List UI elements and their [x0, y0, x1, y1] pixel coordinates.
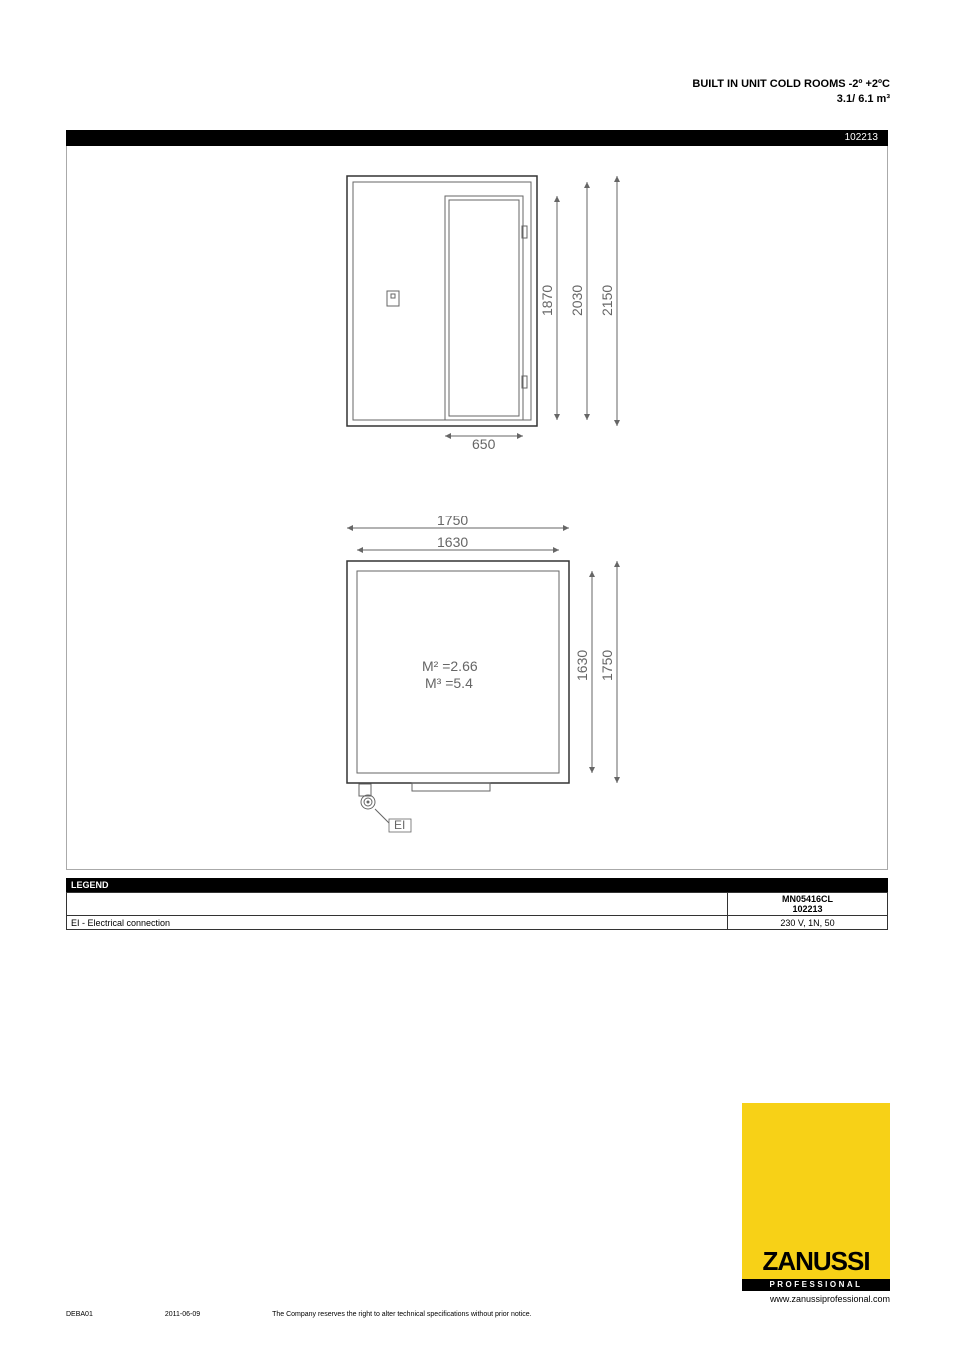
logo-main: ZANUSSI: [742, 1243, 890, 1279]
legend-model-code: MN05416CL102213: [782, 894, 833, 914]
area-text: M² =2.66: [422, 658, 478, 674]
header-block: BUILT IN UNIT COLD ROOMS -2º +2ºC 3.1/ 6…: [692, 78, 890, 105]
elevation-view: 650 1870 2030 2150: [327, 166, 667, 456]
volume-text: M³ =5.4: [425, 675, 473, 691]
footer-date: 2011-06-09: [165, 1311, 200, 1318]
legend-row-label: EI - Electrical connection: [67, 916, 728, 930]
inner-box: [353, 182, 531, 420]
legend-row-value: 230 V, 1N, 50: [728, 916, 888, 930]
dim-d1750: 1750: [599, 650, 615, 681]
website-text: www.zanussiprofessional.com: [742, 1294, 890, 1304]
diagram-container: 650 1870 2030 2150 1750 1630: [66, 146, 888, 870]
legend-model-header: MN05416CL102213: [728, 893, 888, 916]
ei-target-dot-icon: [367, 801, 370, 804]
legend-empty: [67, 893, 728, 916]
dim-650: 650: [472, 436, 496, 452]
legend-header: LEGEND: [66, 878, 888, 892]
footer-disclaimer: The Company reserves the right to alter …: [272, 1311, 532, 1318]
brand-logo: ZANUSSI: [762, 1246, 869, 1277]
elevation-svg: 650 1870 2030 2150: [327, 166, 667, 456]
logo-sub: PROFESSIONAL: [742, 1279, 890, 1291]
table-row: EI - Electrical connection 230 V, 1N, 50: [67, 916, 888, 930]
title-line2: 3.1/ 6.1 m³: [692, 93, 890, 105]
legend-header-row: MN05416CL102213: [67, 893, 888, 916]
door-plan: [412, 783, 490, 791]
plan-svg: 1750 1630 M² =2.66 M³ =5.4 1630 1750: [297, 516, 667, 846]
door-inner: [449, 200, 519, 416]
control-icon-inner: [391, 294, 395, 298]
title-line1: BUILT IN UNIT COLD ROOMS -2º +2ºC: [692, 78, 890, 90]
logo-bg: [742, 1103, 890, 1243]
dim-d1630: 1630: [574, 650, 590, 681]
model-bar: 102213: [66, 130, 888, 146]
footer: DEBA01 2011-06-09 The Company reserves t…: [66, 1311, 666, 1318]
unit-box: [359, 784, 371, 796]
ei-label: EI: [394, 818, 405, 832]
dim-1750: 1750: [437, 516, 468, 528]
dim-1630: 1630: [437, 534, 468, 550]
logo-block: ZANUSSI PROFESSIONAL www.zanussiprofessi…: [742, 1103, 890, 1304]
footer-code: DEBA01: [66, 1311, 93, 1318]
dim-2150: 2150: [599, 285, 615, 316]
legend-table: MN05416CL102213 EI - Electrical connecti…: [66, 892, 888, 930]
outer-box: [347, 176, 537, 426]
dim-2030: 2030: [569, 285, 585, 316]
plan-view: 1750 1630 M² =2.66 M³ =5.4 1630 1750: [297, 516, 667, 846]
ei-leader: [375, 809, 389, 823]
dim-1870: 1870: [539, 285, 555, 316]
door: [445, 196, 523, 420]
